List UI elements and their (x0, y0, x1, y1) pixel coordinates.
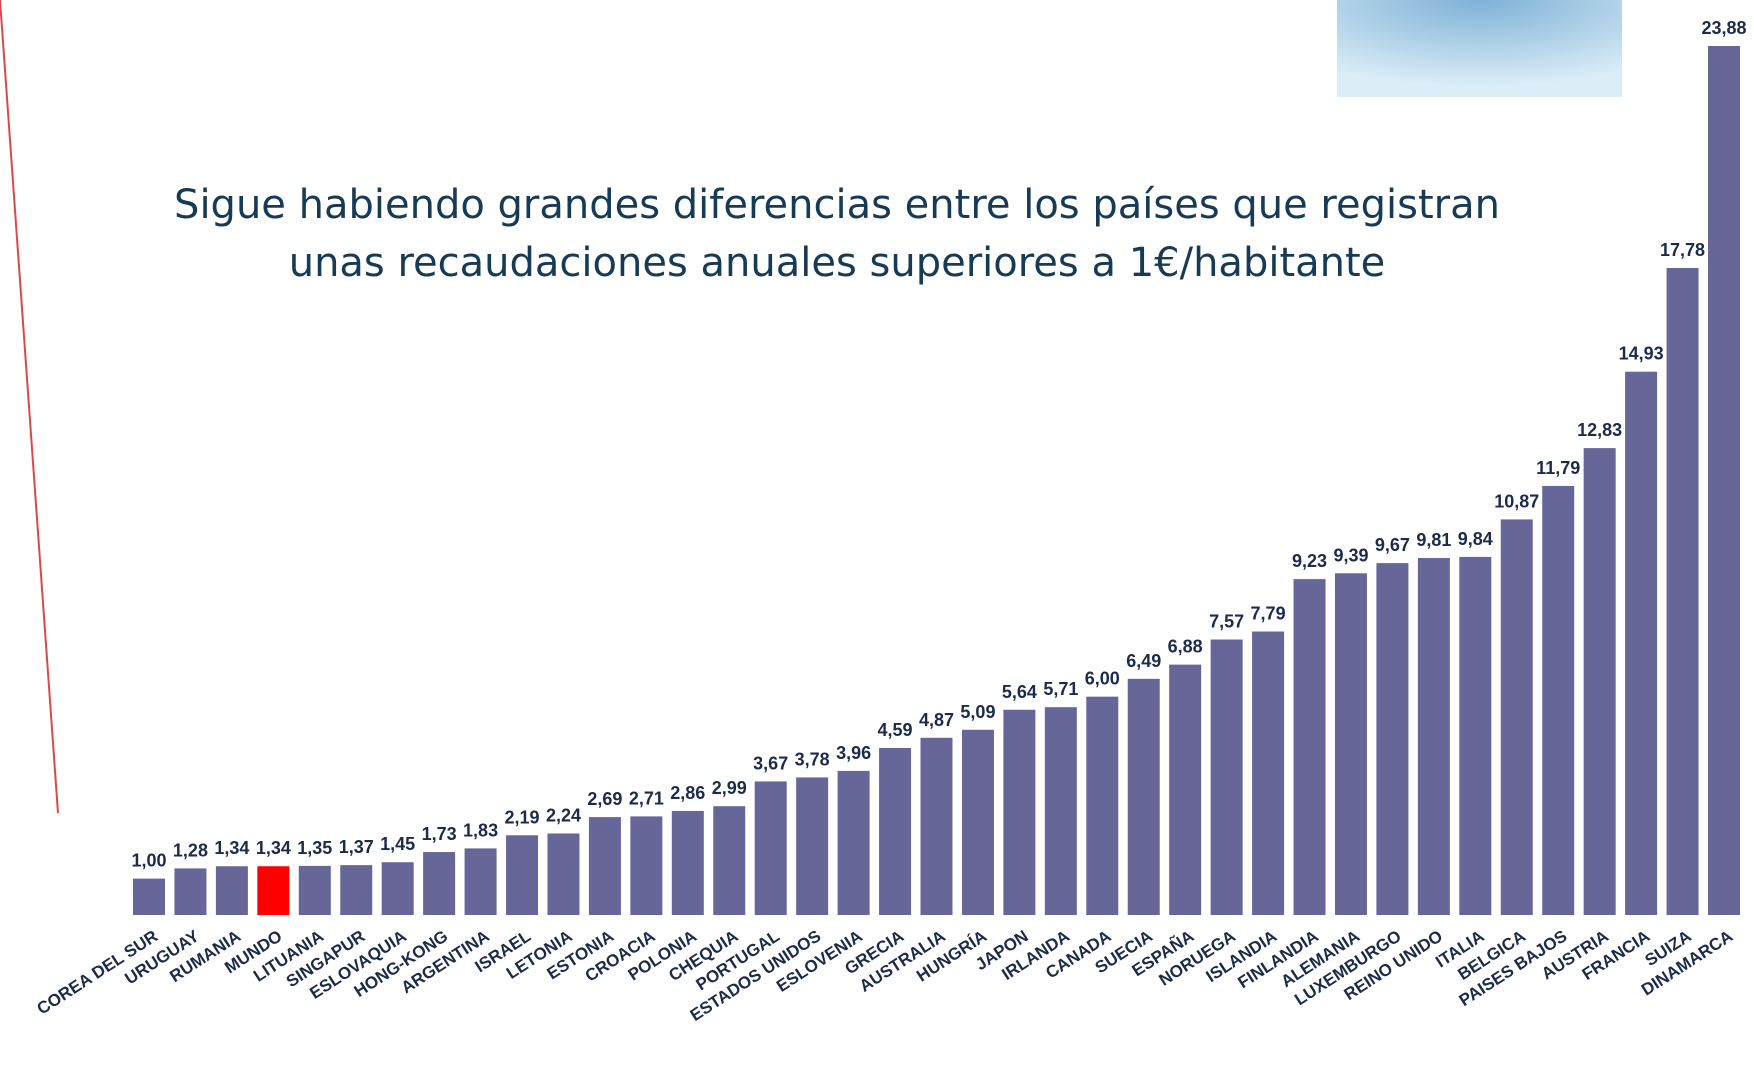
value-label: 6,49 (1126, 651, 1161, 671)
value-label: 1,34 (214, 838, 249, 858)
value-label: 1,35 (297, 838, 332, 858)
bar (1708, 46, 1740, 915)
bar (547, 833, 580, 915)
value-label: 11,79 (1536, 458, 1580, 478)
bar (381, 862, 414, 915)
bar (464, 848, 497, 915)
value-label: 2,86 (670, 783, 705, 803)
value-label: 7,79 (1251, 604, 1286, 624)
value-label: 1,83 (463, 820, 498, 840)
value-label: 3,78 (795, 749, 830, 769)
bar (1542, 485, 1575, 915)
value-label: 9,81 (1416, 530, 1451, 550)
value-label: 9,39 (1333, 545, 1368, 565)
bar (174, 868, 207, 915)
bar (1417, 558, 1450, 915)
bar (1003, 709, 1036, 915)
bar (1583, 448, 1616, 915)
bar (1293, 579, 1326, 915)
bar (713, 806, 746, 915)
value-label: 23,88 (1701, 18, 1746, 38)
value-label: 2,71 (629, 788, 664, 808)
bar (340, 865, 373, 915)
value-label: 6,00 (1085, 669, 1120, 689)
bar (796, 777, 829, 915)
value-label: 1,28 (173, 840, 208, 860)
value-label: 2,69 (587, 789, 622, 809)
bar (1334, 573, 1367, 915)
bar (1127, 678, 1160, 915)
value-label: 12,83 (1577, 420, 1622, 440)
bar (1459, 556, 1492, 915)
bar (1086, 696, 1119, 915)
bar (671, 810, 704, 915)
bar (257, 866, 290, 915)
value-label: 17,78 (1660, 240, 1705, 260)
bar (754, 781, 787, 915)
chart-title: Sigue habiendo grandes diferencias entre… (174, 182, 1500, 228)
bar (1252, 631, 1285, 915)
bar (1210, 639, 1243, 915)
value-label: 2,19 (505, 807, 540, 827)
bar (588, 817, 621, 915)
value-label: 9,23 (1292, 551, 1327, 571)
value-label: 7,57 (1209, 612, 1244, 632)
chart-title: unas recaudaciones anuales superiores a … (289, 240, 1386, 286)
value-label: 5,09 (960, 702, 995, 722)
value-label: 3,96 (836, 743, 871, 763)
bar (1500, 519, 1533, 915)
bar (1376, 563, 1409, 915)
bar (630, 816, 663, 915)
bar (1044, 707, 1077, 915)
bar (506, 835, 539, 915)
value-label: 5,64 (1002, 682, 1037, 702)
value-label: 1,45 (380, 834, 415, 854)
bar (133, 878, 165, 915)
bar (879, 747, 912, 915)
bar (837, 770, 870, 915)
bar (920, 737, 953, 915)
decorative-line (0, 0, 59, 814)
bar (423, 852, 456, 915)
value-label: 1,00 (131, 851, 166, 871)
bar (1625, 371, 1658, 915)
decorative-image (1337, 0, 1622, 97)
value-label: 5,71 (1043, 679, 1078, 699)
value-label: 4,59 (878, 720, 913, 740)
value-label: 10,87 (1494, 491, 1539, 511)
bar (961, 729, 994, 915)
value-label: 14,93 (1619, 344, 1664, 364)
value-label: 3,67 (753, 753, 788, 773)
bar (1169, 664, 1202, 915)
value-label: 9,84 (1458, 529, 1493, 549)
bar (1666, 267, 1699, 916)
value-label: 9,67 (1375, 535, 1410, 555)
value-label: 1,37 (339, 837, 374, 857)
value-label: 1,73 (422, 824, 457, 844)
value-label: 2,99 (712, 778, 747, 798)
bar (298, 865, 331, 915)
value-label: 6,88 (1168, 637, 1203, 657)
value-label: 4,87 (919, 710, 954, 730)
value-label: 1,34 (256, 838, 291, 858)
bar (215, 866, 248, 915)
value-label: 2,24 (546, 805, 581, 825)
